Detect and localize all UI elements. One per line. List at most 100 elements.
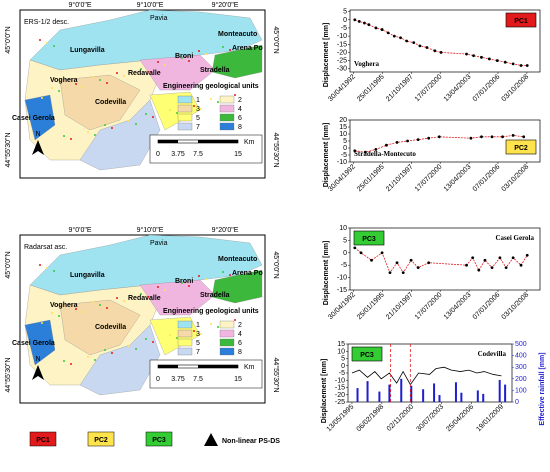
data-point bbox=[357, 20, 361, 23]
pc-badge bbox=[351, 346, 383, 362]
unit-swatch bbox=[219, 338, 235, 347]
ps-point bbox=[164, 289, 166, 291]
scale-label: 15 bbox=[234, 151, 242, 158]
rain-bar bbox=[454, 382, 457, 402]
data-point bbox=[363, 150, 367, 154]
scale-unit: Km bbox=[244, 364, 255, 371]
data-point bbox=[519, 263, 523, 267]
ps-point bbox=[46, 42, 48, 44]
y-tick-label: -10 bbox=[335, 377, 345, 384]
y-tick-label: -20 bbox=[337, 49, 347, 56]
pc-badge-label: PC3 bbox=[362, 236, 376, 243]
x-tick-label: 17/07/2000 bbox=[414, 163, 444, 193]
ps-point bbox=[157, 286, 159, 288]
rain-bar bbox=[410, 385, 413, 402]
ps-point bbox=[87, 131, 89, 133]
geological-unit bbox=[59, 74, 141, 131]
scale-bar bbox=[158, 365, 178, 368]
y-tick-label: 10 bbox=[337, 348, 345, 355]
x-tick-label: 07/01/2006 bbox=[472, 73, 502, 103]
data-point bbox=[418, 44, 422, 48]
ps-point bbox=[176, 337, 178, 339]
y2-tick-label: 400 bbox=[515, 353, 527, 360]
data-point bbox=[353, 246, 357, 250]
lon-label: 9°10'0"E bbox=[137, 1, 164, 9]
x-tick-label: 21/10/1997 bbox=[385, 73, 415, 103]
geological-unit bbox=[139, 54, 216, 91]
y2-tick-label: 0 bbox=[515, 399, 519, 406]
x-tick-label: 25/01/1995 bbox=[356, 73, 386, 103]
ps-point bbox=[205, 278, 207, 280]
pc-badge-label: PC3 bbox=[360, 352, 374, 359]
unit-swatch bbox=[177, 338, 193, 347]
displacement-line bbox=[351, 366, 502, 386]
data-point bbox=[427, 261, 431, 265]
ps-point bbox=[147, 296, 149, 298]
y2-tick-label: 200 bbox=[515, 376, 527, 383]
x-tick-label: 21/10/1997 bbox=[385, 163, 415, 193]
rain-bar bbox=[482, 393, 485, 402]
data-point bbox=[392, 34, 396, 38]
lat-label: 44°55'30"N bbox=[272, 132, 280, 167]
rain-bar bbox=[422, 389, 425, 402]
y-axis-label: Displacement [mm] bbox=[323, 241, 330, 306]
place-label: Codevilla bbox=[95, 99, 126, 106]
y-tick-label: -15 bbox=[335, 385, 345, 392]
ps-point bbox=[188, 285, 190, 287]
north-arrow bbox=[32, 140, 44, 155]
x-tick-label: 13/04/2003 bbox=[443, 163, 473, 193]
ps-point bbox=[51, 87, 53, 89]
ps-point bbox=[82, 86, 84, 88]
ps-point bbox=[210, 323, 212, 325]
ps-point bbox=[104, 349, 106, 351]
scale-label: 3.75 bbox=[171, 151, 185, 158]
y-tick-label: -10 bbox=[337, 275, 347, 282]
ps-point bbox=[111, 127, 113, 129]
data-point bbox=[401, 271, 405, 275]
north-arrow bbox=[32, 365, 44, 380]
data-point bbox=[386, 31, 390, 35]
x-tick-label: 17/07/2000 bbox=[414, 291, 444, 321]
ps-point bbox=[82, 311, 84, 313]
ps-point bbox=[147, 71, 149, 73]
data-point bbox=[406, 139, 409, 143]
ps-point bbox=[229, 274, 231, 276]
y-tick-label: 15 bbox=[339, 124, 347, 131]
place-label: Monteacuto bbox=[218, 256, 257, 263]
x-tick-label: 02/11/2000 bbox=[386, 403, 415, 432]
ps-point bbox=[99, 79, 101, 81]
lat-label: 45°0'0"N bbox=[4, 26, 12, 53]
y-tick-label: 20 bbox=[339, 117, 347, 124]
rain-bar bbox=[400, 378, 403, 402]
ps-point bbox=[94, 134, 96, 136]
lon-label: 9°0'0"E bbox=[69, 1, 92, 9]
place-label: Voghera bbox=[354, 60, 380, 68]
y-tick-label: 5 bbox=[343, 237, 347, 244]
data-point bbox=[495, 59, 499, 62]
lon-label: 9°10'0"E bbox=[137, 226, 164, 234]
ps-point bbox=[58, 315, 60, 317]
rain-bar bbox=[388, 384, 391, 402]
rain-bar bbox=[378, 391, 381, 402]
ps-point bbox=[128, 120, 130, 122]
ps-point bbox=[222, 46, 224, 48]
unit-swatch bbox=[177, 95, 193, 104]
scale-box bbox=[149, 359, 263, 389]
data-point bbox=[480, 55, 483, 59]
ps-point bbox=[75, 308, 77, 310]
rain-bar bbox=[476, 390, 479, 402]
ps-point bbox=[181, 57, 183, 59]
x-tick-label: 25/01/1995 bbox=[356, 163, 386, 193]
place-label: Codevilla bbox=[95, 324, 126, 331]
unit-swatch bbox=[177, 122, 193, 131]
place-label: Lungavilla bbox=[70, 272, 105, 279]
unit-label: 8 bbox=[238, 124, 242, 131]
place-label: Codevilla bbox=[478, 350, 507, 358]
data-point bbox=[503, 60, 507, 64]
y-tick-label: -10 bbox=[337, 33, 347, 40]
place-label: Pavia bbox=[150, 240, 168, 247]
y-tick-label: -30 bbox=[337, 66, 347, 73]
y-tick-label: 5 bbox=[341, 356, 345, 363]
place-label: Broni bbox=[175, 53, 193, 60]
